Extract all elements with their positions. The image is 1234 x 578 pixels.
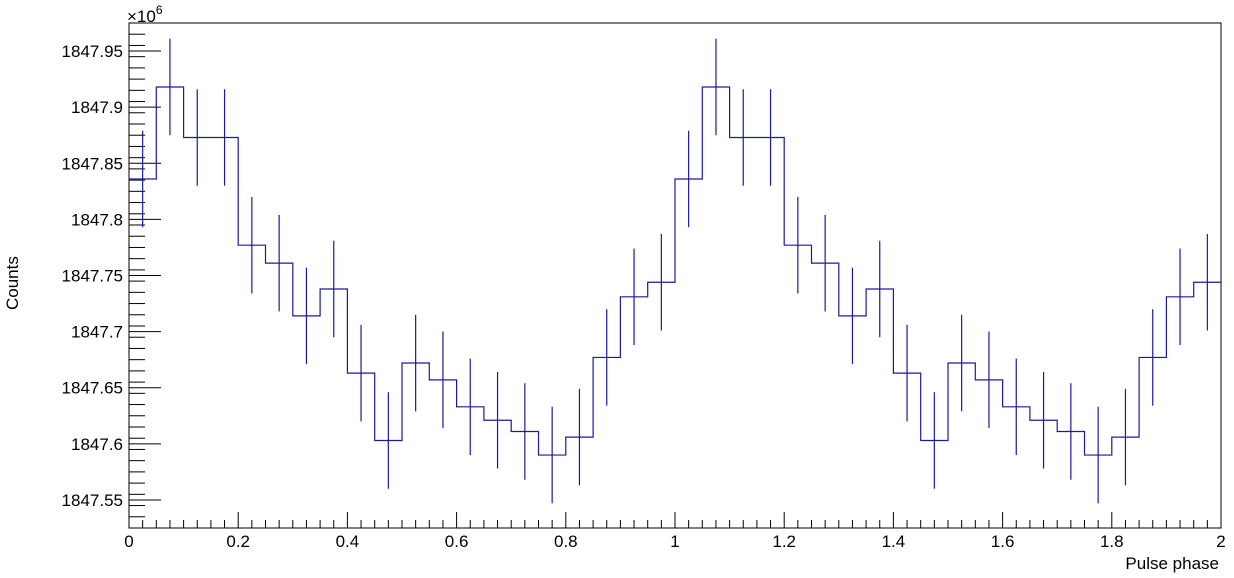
y-multiplier-base: ×10: [127, 7, 156, 26]
y-tick-label: 1847.65: [62, 379, 123, 398]
x-tick-label: 2: [1216, 532, 1225, 551]
y-tick-label: 1847.8: [71, 210, 123, 229]
y-tick-label: 1847.75: [62, 267, 123, 286]
y-tick-label: 1847.9: [71, 98, 123, 117]
x-axis-title: Pulse phase: [1125, 554, 1219, 573]
x-tick-label: 1.2: [772, 532, 796, 551]
axes: 0 0.2 0.4 0.6 0.8 1 1.2 1.4 1.6 1.8 2 1847.55 1847.6…: [62, 22, 1226, 551]
y-tick-label: 1847.85: [62, 154, 123, 173]
y-axis-title: Counts: [3, 256, 22, 310]
x-tick-label: 1: [670, 532, 679, 551]
x-tick-label: 0: [124, 532, 133, 551]
x-tick-label: 1.4: [882, 532, 906, 551]
y-tick-label: 1847.95: [62, 42, 123, 61]
data-layer: [129, 38, 1221, 504]
series-step-line: [129, 86, 1221, 456]
x-tick-label: 1.6: [991, 532, 1015, 551]
labels: Pulse phase Counts ×106: [3, 3, 1219, 573]
y-tick-label: 1847.55: [62, 491, 123, 510]
x-tick-label: 0.8: [554, 532, 578, 551]
x-tick-label: 0.6: [445, 532, 469, 551]
y-tick-label: 1847.7: [71, 323, 123, 342]
x-tick-label: 0.2: [226, 532, 250, 551]
y-multiplier-exponent: 6: [156, 3, 163, 17]
y-tick-label: 1847.6: [71, 435, 123, 454]
x-tick-label: 0.4: [336, 532, 360, 551]
x-tick-label: 1.8: [1100, 532, 1124, 551]
y-multiplier-label: ×106: [127, 3, 163, 26]
